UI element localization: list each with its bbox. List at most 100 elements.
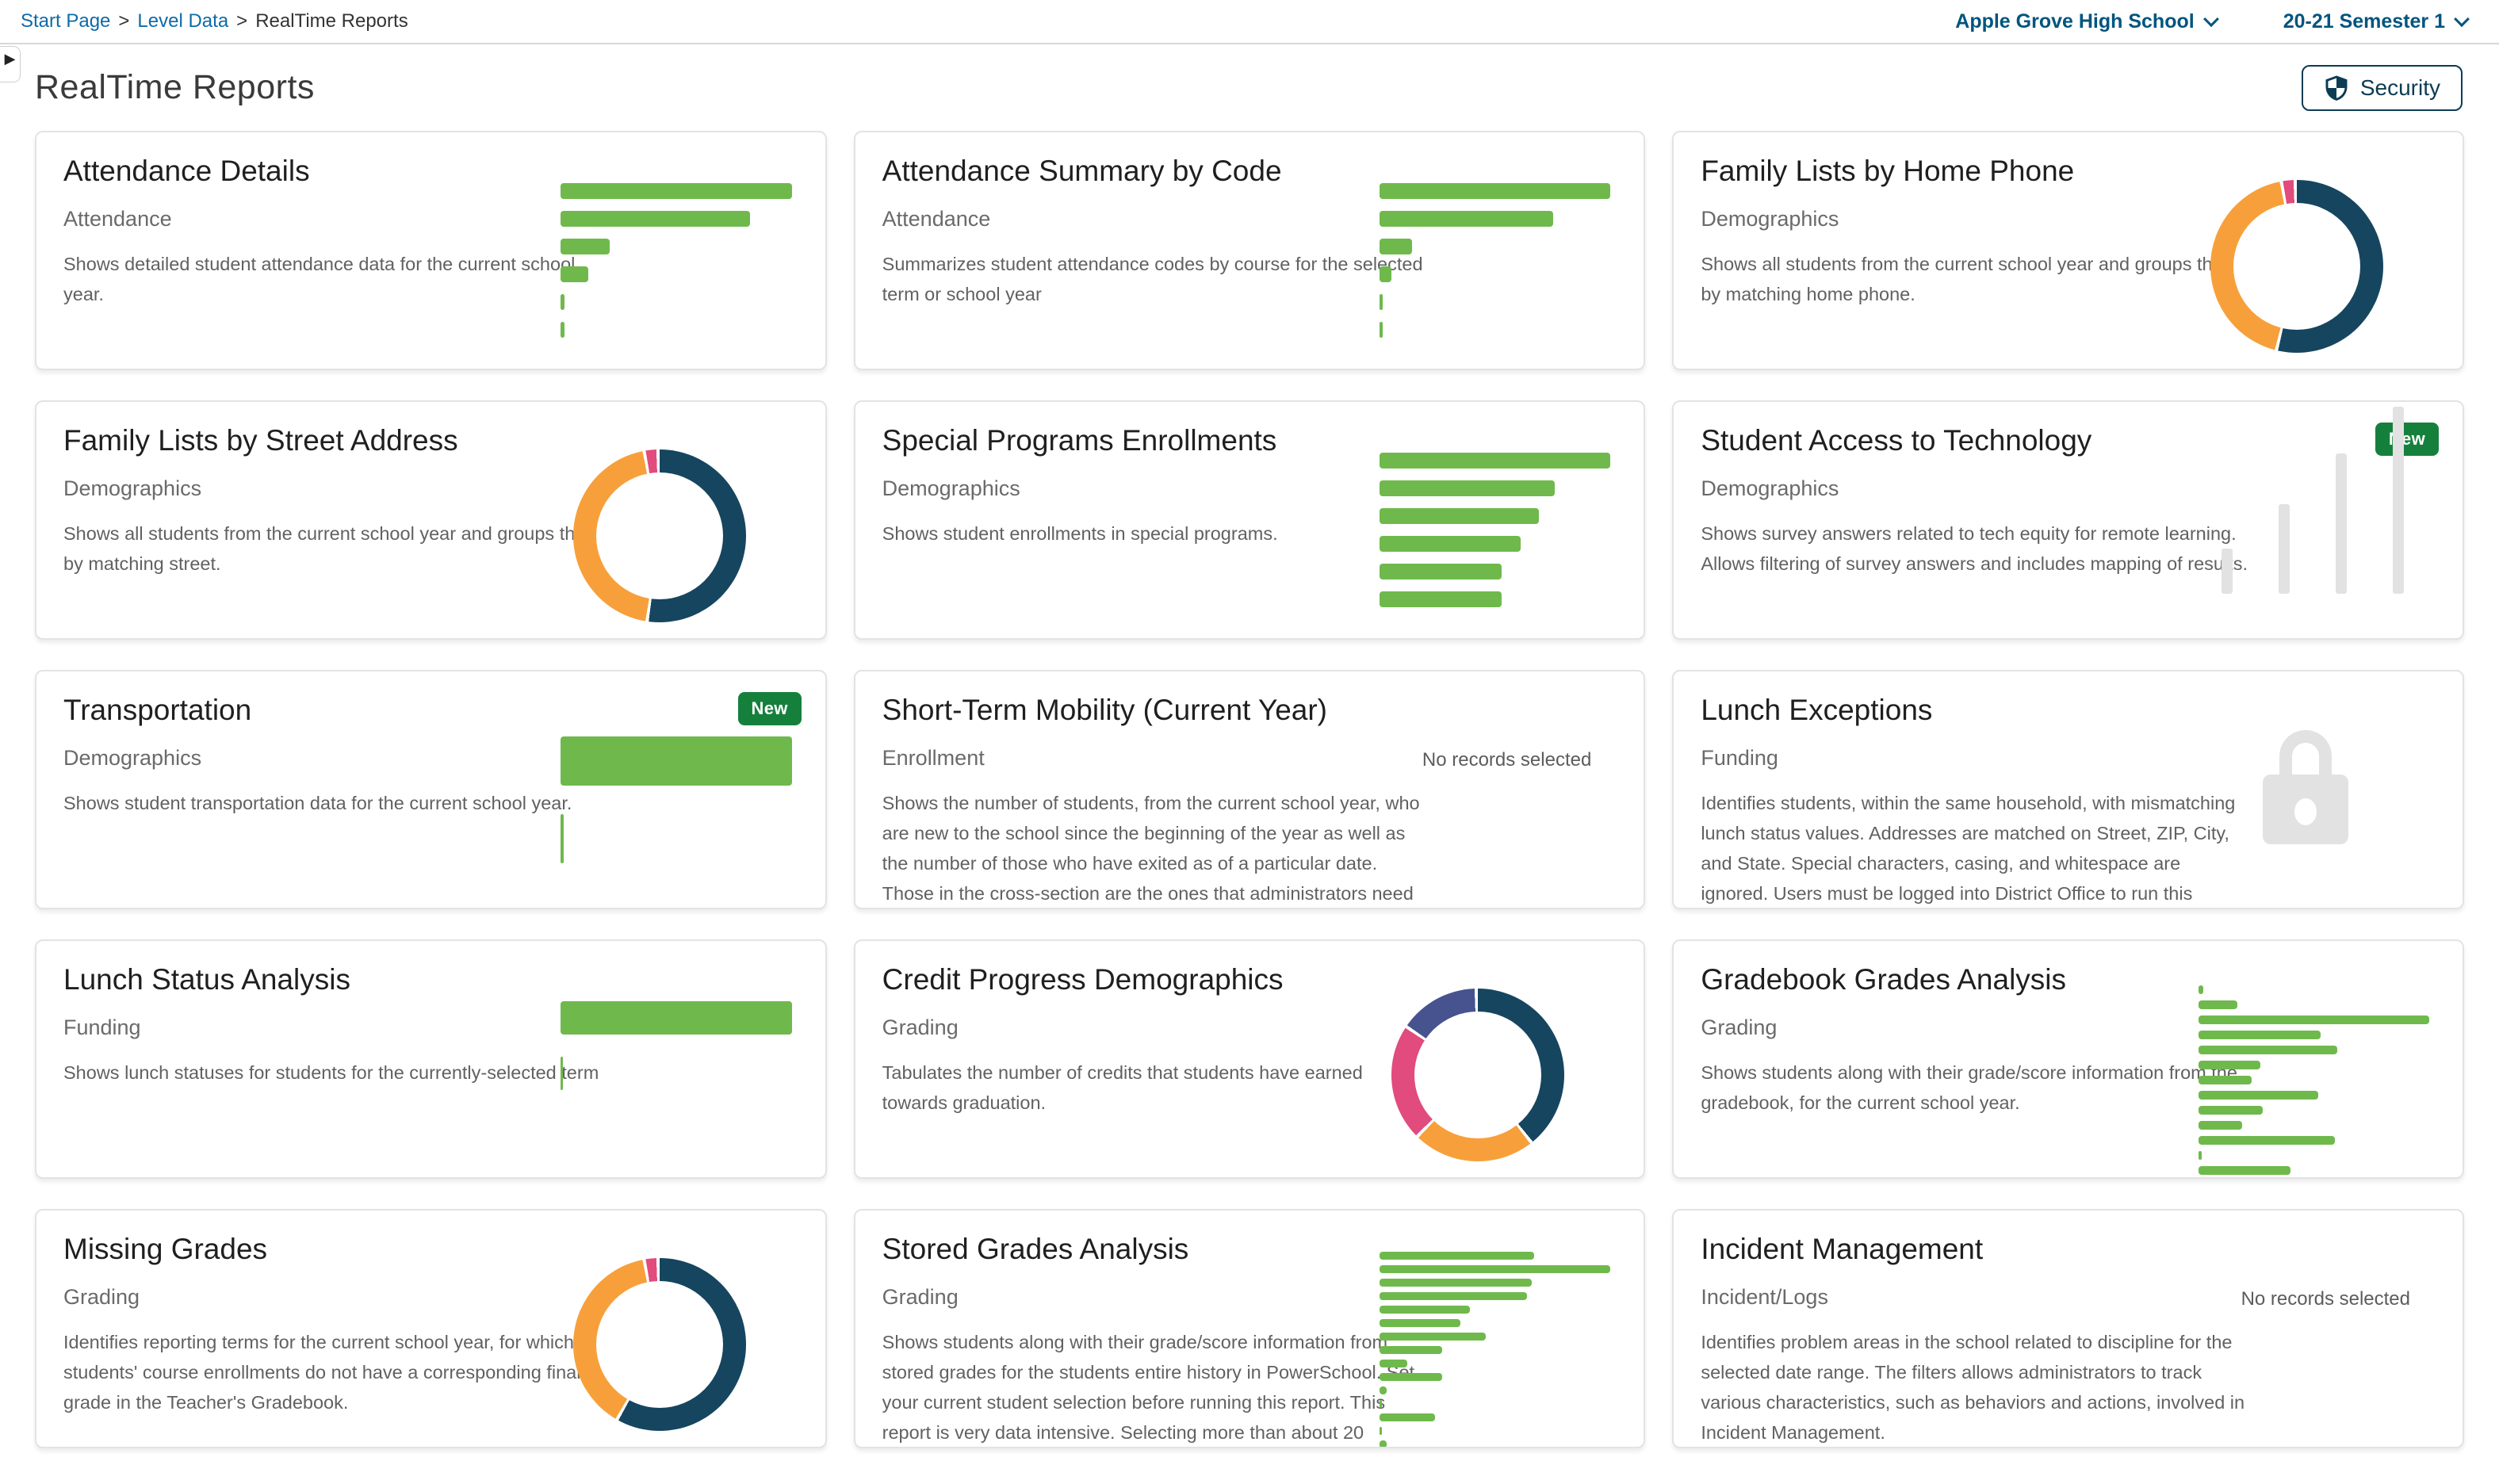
bar bbox=[1380, 1333, 1487, 1341]
bar bbox=[2198, 1076, 2252, 1084]
bar bbox=[1380, 1252, 1535, 1260]
report-card-category: Incident/Logs bbox=[1701, 1285, 1828, 1309]
report-card-description: Shows student transportation data for th… bbox=[63, 793, 572, 813]
report-card-category: Grading bbox=[882, 1015, 959, 1039]
report-card-category: Funding bbox=[63, 1015, 141, 1039]
bar bbox=[1380, 536, 1521, 552]
report-card[interactable]: Student Access to Technology New Demograph… bbox=[1672, 400, 2464, 640]
report-card-title: Attendance Summary by Code bbox=[882, 155, 1282, 187]
report-card-description: Shows students along with their grade/sc… bbox=[1701, 1062, 2237, 1114]
report-card-title: Incident Management bbox=[1701, 1233, 1984, 1265]
term-selector[interactable]: 20-21 Semester 1 bbox=[2283, 10, 2470, 33]
report-card-category: Demographics bbox=[882, 476, 1020, 500]
report-card-title: Family Lists by Street Address bbox=[63, 424, 458, 457]
bar bbox=[2198, 1121, 2243, 1130]
report-card[interactable]: Transportation New Demographics Shows stude… bbox=[35, 670, 827, 909]
report-card-description: Identifies reporting terms for the curre… bbox=[63, 1332, 581, 1413]
bar bbox=[2198, 1000, 2238, 1009]
school-selector[interactable]: Apple Grove High School bbox=[1955, 10, 2219, 33]
column-bar bbox=[2222, 549, 2233, 594]
report-card-category: Attendance bbox=[882, 207, 991, 231]
report-card[interactable]: Family Lists by Street Address Demographi… bbox=[35, 400, 827, 640]
report-card-description: Shows the number of students, from the c… bbox=[882, 793, 1420, 905]
bar bbox=[561, 294, 564, 310]
report-card-title: Student Access to Technology bbox=[1701, 424, 2092, 457]
breadcrumb-current: RealTime Reports bbox=[255, 10, 408, 32]
security-button[interactable]: Security bbox=[2301, 65, 2463, 111]
new-badge: New bbox=[737, 692, 802, 725]
bar-chart bbox=[2198, 985, 2429, 1177]
report-card[interactable]: Credit Progress Demographics Grading Tabul… bbox=[853, 939, 1646, 1179]
new-badge: New bbox=[2375, 423, 2439, 456]
bar bbox=[2198, 985, 2203, 994]
report-card[interactable]: Family Lists by Home Phone Demographics Sh… bbox=[1672, 131, 2464, 370]
bar bbox=[1380, 1373, 1442, 1381]
term-selector-label: 20-21 Semester 1 bbox=[2283, 10, 2445, 33]
chevron-down-icon bbox=[2202, 11, 2219, 28]
breadcrumb-start-page[interactable]: Start Page bbox=[21, 10, 111, 32]
donut-hole bbox=[2233, 203, 2360, 330]
bar-chart bbox=[1380, 183, 1611, 350]
report-card-title: Stored Grades Analysis bbox=[882, 1233, 1189, 1265]
report-card-category: Grading bbox=[63, 1285, 140, 1309]
top-bar: Start Page > Level Data > RealTime Repor… bbox=[0, 0, 2499, 44]
report-card[interactable]: Missing Grades Grading Identifies reportin… bbox=[35, 1209, 827, 1448]
report-card[interactable]: Short-Term Mobility (Current Year) Enroll… bbox=[853, 670, 1646, 909]
bar-chart bbox=[561, 1001, 792, 1112]
report-card-title: Special Programs Enrollments bbox=[882, 424, 1277, 457]
bar bbox=[1380, 1413, 1435, 1421]
breadcrumb-separator: > bbox=[236, 10, 248, 32]
bar bbox=[561, 211, 751, 227]
report-card-title: Credit Progress Demographics bbox=[882, 963, 1284, 996]
bar bbox=[1380, 453, 1611, 469]
security-button-label: Security bbox=[2359, 75, 2440, 100]
report-card[interactable]: Lunch Status Analysis Funding Shows lunch … bbox=[35, 939, 827, 1179]
donut-chart bbox=[572, 449, 746, 622]
bar-chart bbox=[1380, 453, 1611, 619]
bar bbox=[2198, 1031, 2321, 1039]
report-card[interactable]: Stored Grades Analysis Grading Shows stude… bbox=[853, 1209, 1646, 1448]
sidebar-collapse-tab[interactable]: ▶ bbox=[0, 46, 21, 82]
school-selector-label: Apple Grove High School bbox=[1955, 10, 2195, 33]
bar bbox=[1380, 480, 1556, 496]
bar bbox=[2198, 1136, 2335, 1145]
bar bbox=[1380, 322, 1383, 338]
lock-shackle bbox=[2279, 730, 2332, 782]
report-card[interactable]: Attendance Summary by Code Attendance Summ… bbox=[853, 131, 1646, 370]
report-card-description: Identifies problem areas in the school r… bbox=[1701, 1332, 2245, 1444]
report-card[interactable]: Attendance Details Attendance Shows detail… bbox=[35, 131, 827, 370]
report-card[interactable]: Special Programs Enrollments Demographics… bbox=[853, 400, 1646, 640]
bar bbox=[561, 814, 564, 863]
bar-chart bbox=[561, 736, 792, 892]
report-card-title: Missing Grades bbox=[63, 1233, 268, 1265]
bar bbox=[2198, 1061, 2261, 1069]
bar bbox=[1380, 508, 1540, 524]
chevron-down-icon bbox=[2454, 11, 2470, 28]
bar bbox=[2198, 1106, 2264, 1115]
report-card-description: Shows all students from the current scho… bbox=[1701, 254, 2239, 305]
report-card[interactable]: Incident Management Incident/Logs No recor… bbox=[1672, 1209, 2464, 1448]
bar bbox=[1380, 1279, 1533, 1287]
bar bbox=[2198, 1046, 2337, 1054]
report-card-title: Gradebook Grades Analysis bbox=[1701, 963, 2067, 996]
top-bar-selectors: Apple Grove High School 20-21 Semester 1 bbox=[1955, 10, 2478, 33]
donut-hole bbox=[1414, 1012, 1542, 1138]
bar bbox=[1380, 239, 1412, 254]
report-card[interactable]: Lunch Exceptions Funding Identifies studen… bbox=[1672, 670, 2464, 909]
report-grid: Attendance Details Attendance Shows detail… bbox=[35, 131, 2464, 1448]
report-card[interactable]: Gradebook Grades Analysis Grading Shows st… bbox=[1672, 939, 2464, 1179]
report-card-category: Enrollment bbox=[882, 746, 985, 770]
report-card-category: Grading bbox=[1701, 1015, 1778, 1039]
report-card-description: Identifies students, within the same hou… bbox=[1701, 793, 2236, 905]
breadcrumb-level-data[interactable]: Level Data bbox=[137, 10, 229, 32]
breadcrumb-separator: > bbox=[118, 10, 130, 32]
breadcrumb: Start Page > Level Data > RealTime Repor… bbox=[21, 10, 408, 33]
report-card-description: Shows all students from the current scho… bbox=[63, 523, 601, 575]
page-title: RealTime Reports bbox=[35, 68, 315, 106]
lock-body bbox=[2263, 775, 2348, 844]
report-card-title: Lunch Status Analysis bbox=[63, 963, 350, 996]
report-card-title: Family Lists by Home Phone bbox=[1701, 155, 2075, 187]
bar bbox=[1380, 1319, 1461, 1327]
report-card-title: Attendance Details bbox=[63, 155, 310, 187]
report-card-description: Summarizes student attendance codes by c… bbox=[882, 254, 1423, 305]
